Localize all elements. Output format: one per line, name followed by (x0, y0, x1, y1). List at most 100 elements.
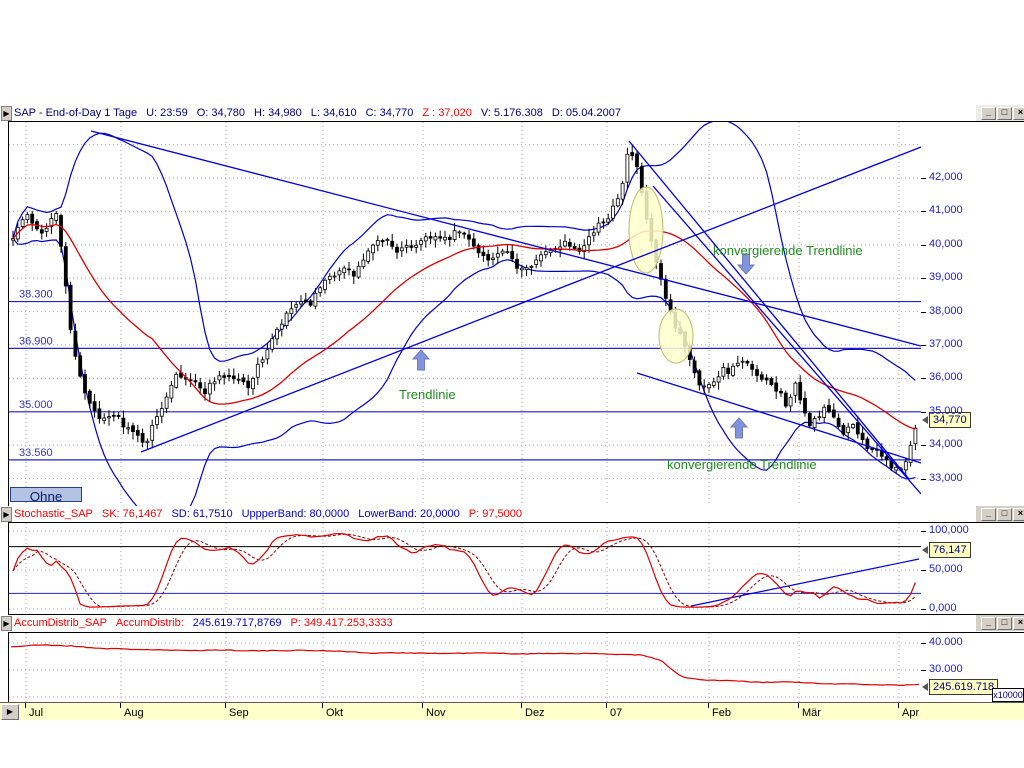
accum-marker-arrow-icon (922, 683, 928, 691)
candle-body (908, 444, 913, 463)
axis-tick-label: 40.000 (929, 636, 963, 648)
axis-tick (921, 345, 926, 346)
candle-body (697, 370, 702, 386)
axis-tick (921, 479, 926, 480)
month-tick (225, 703, 226, 708)
candle-body (759, 374, 764, 380)
candle-body (841, 424, 846, 435)
candle-body (116, 415, 121, 417)
month-label: Sep (229, 707, 249, 719)
axis-tick (921, 211, 926, 212)
candle-body (395, 246, 399, 253)
close-button[interactable]: × (1013, 617, 1024, 630)
month-tick (606, 703, 607, 708)
candle-body (635, 153, 639, 168)
candle-body (827, 405, 831, 413)
minimize-button[interactable]: _ (981, 617, 996, 630)
axis-tick-label: 41,000 (929, 204, 963, 216)
candle-body (265, 349, 270, 360)
candle-body (169, 384, 174, 399)
accum-distrib-plot[interactable] (8, 632, 922, 703)
axis-tick-label: 33,000 (929, 472, 963, 484)
axis-tick (921, 670, 926, 671)
candle-body (462, 232, 467, 235)
candle-body (49, 218, 54, 227)
candle-body (409, 245, 414, 248)
candle-body (193, 380, 198, 383)
candle-body (227, 375, 231, 378)
candle-body (73, 330, 78, 357)
candle-body (798, 381, 803, 401)
title-segment: D: 05.04.2007 (551, 107, 621, 119)
candle-body (30, 213, 35, 224)
candle-body (140, 432, 145, 443)
candle-body (303, 299, 308, 303)
stochastic-marker-arrow-icon (922, 546, 928, 554)
candle-body (596, 222, 601, 233)
highlight-ellipse (628, 186, 664, 274)
candle-body (337, 270, 342, 276)
candle-body (260, 359, 265, 363)
candle-body (903, 461, 908, 471)
candle-body (217, 375, 222, 381)
title-segment: UppperBand: 80,0000 (241, 508, 350, 520)
candle-body (894, 466, 899, 471)
axis-tick (921, 278, 926, 279)
candle-body (615, 198, 620, 207)
candle-body (519, 267, 524, 271)
candle-body (404, 245, 409, 248)
candle-body (323, 279, 327, 290)
axis-tick-label: 100,000 (929, 524, 969, 536)
axis-tick (921, 445, 926, 446)
support-level-label: 33.560 (19, 447, 53, 459)
month-tick (898, 703, 899, 708)
month-label: Dez (525, 707, 545, 719)
candle-body (251, 378, 255, 390)
candle-body (347, 268, 351, 271)
collapse-arrow-icon[interactable]: ▶ (1, 106, 12, 121)
candle-body (524, 267, 529, 270)
month-tick (120, 703, 121, 708)
candle-body (25, 213, 30, 220)
candle-body (150, 424, 155, 441)
price-chart-plot[interactable]: 38.300 36.900 35.000 33.560 konvergierende T… (8, 121, 922, 508)
candle-body (83, 374, 87, 394)
candle-body (846, 426, 851, 433)
candle-body (308, 300, 313, 306)
close-button[interactable]: × (1013, 508, 1024, 521)
close-button[interactable]: × (1013, 107, 1024, 120)
candle-body (20, 219, 25, 227)
candle-body (318, 287, 323, 293)
ohne-orders-button[interactable]: Ohne Orders (10, 487, 82, 519)
candle-body (529, 265, 534, 268)
candle-body (39, 229, 44, 234)
candle-body (774, 382, 779, 392)
minimize-button[interactable]: _ (981, 107, 996, 120)
candle-body (121, 417, 126, 428)
annotation-text: konvergierende Trendlinie (713, 243, 863, 258)
stochastic-plot[interactable] (8, 522, 922, 615)
candle-body (491, 257, 495, 260)
candle-body (212, 381, 217, 385)
maximize-button[interactable]: □ (997, 508, 1012, 521)
scroll-right-button[interactable]: ▶ (1, 704, 19, 720)
month-label: Aug (124, 707, 144, 719)
bollinger-upper-band (12, 122, 916, 381)
maximize-button[interactable]: □ (997, 617, 1012, 630)
axis-tick (921, 570, 926, 571)
candle-body (601, 221, 606, 224)
title-segment: AccumDistrib: (115, 617, 184, 629)
candle-body (563, 240, 567, 247)
collapse-arrow-icon[interactable]: ▶ (1, 507, 12, 522)
candle-body (620, 182, 625, 200)
candle-body (68, 284, 73, 331)
arrow-up-icon (411, 349, 431, 371)
annotation-text: Trendlinie (399, 387, 456, 402)
minimize-button[interactable]: _ (981, 508, 996, 521)
maximize-button[interactable]: □ (997, 107, 1012, 120)
candle-body (692, 360, 697, 374)
month-tick (521, 703, 522, 708)
collapse-arrow-icon[interactable]: ▶ (1, 616, 12, 631)
candle-body (711, 381, 716, 386)
candle-body (452, 230, 457, 240)
